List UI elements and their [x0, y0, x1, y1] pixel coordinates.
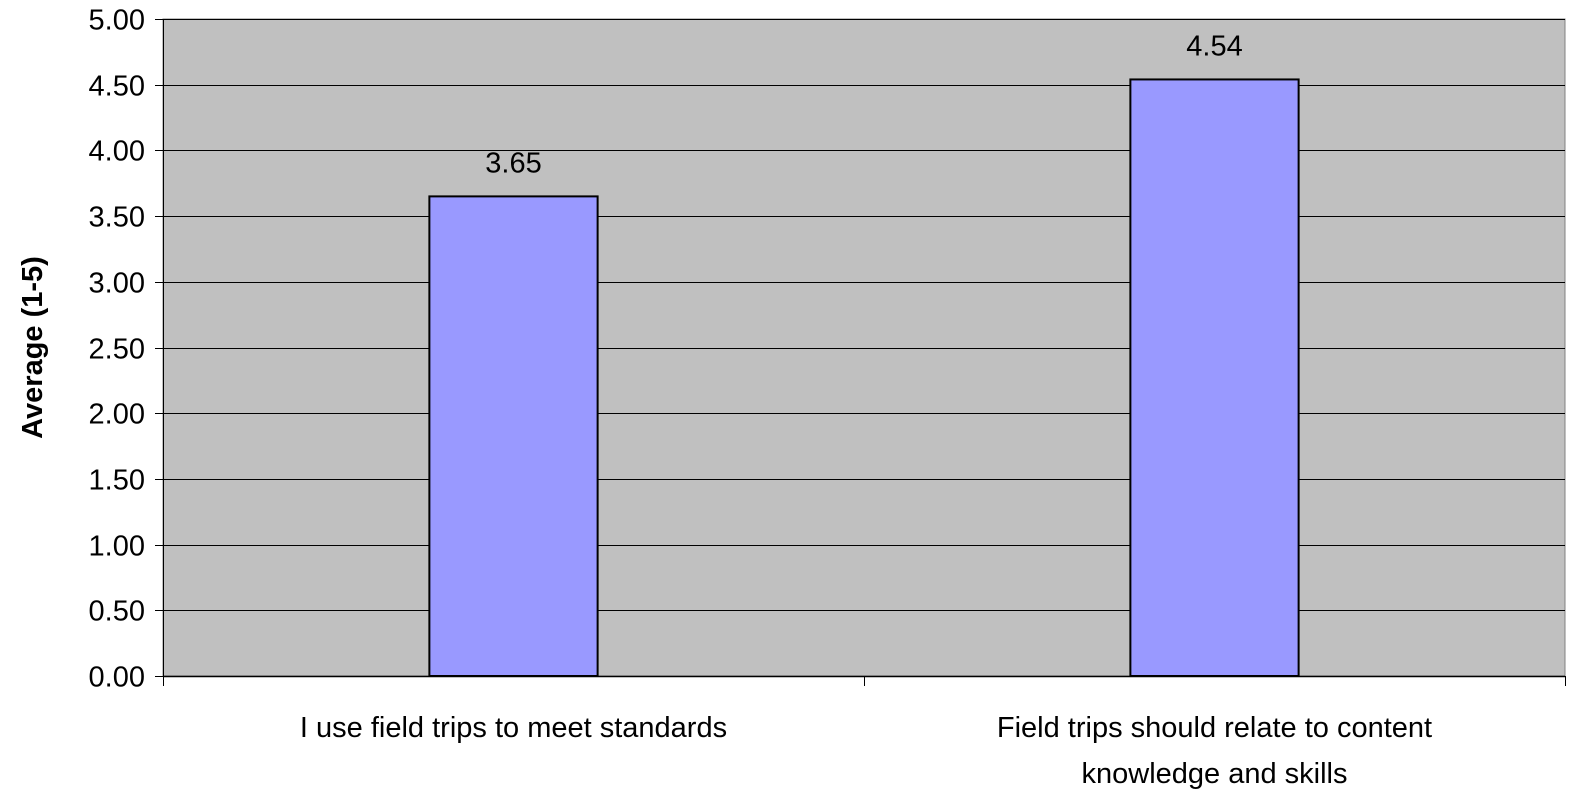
category-label: I use field trips to meet standards — [300, 712, 727, 744]
y-tick-label: 4.00 — [89, 136, 145, 168]
bar — [1130, 79, 1298, 676]
y-tick-label: 0.50 — [89, 596, 145, 628]
y-tick-label: 2.50 — [89, 334, 145, 366]
y-tick-label: 5.00 — [89, 5, 145, 37]
data-label: 3.65 — [485, 147, 541, 179]
y-tick-label: 4.50 — [89, 71, 145, 103]
category-label: Field trips should relate to content — [997, 712, 1432, 744]
y-tick-label: 1.50 — [89, 465, 145, 497]
y-tick-label: 0.00 — [89, 662, 145, 694]
data-label: 4.54 — [1186, 30, 1242, 62]
y-axis-title: Average (1-5) — [17, 256, 49, 439]
y-tick-label: 3.00 — [89, 268, 145, 300]
y-tick-label: 2.00 — [89, 399, 145, 431]
category-label: knowledge and skills — [1082, 758, 1348, 790]
bar — [429, 196, 597, 676]
y-tick-label: 1.00 — [89, 531, 145, 563]
plot-area — [163, 19, 1565, 676]
y-tick-label: 3.50 — [89, 202, 145, 234]
